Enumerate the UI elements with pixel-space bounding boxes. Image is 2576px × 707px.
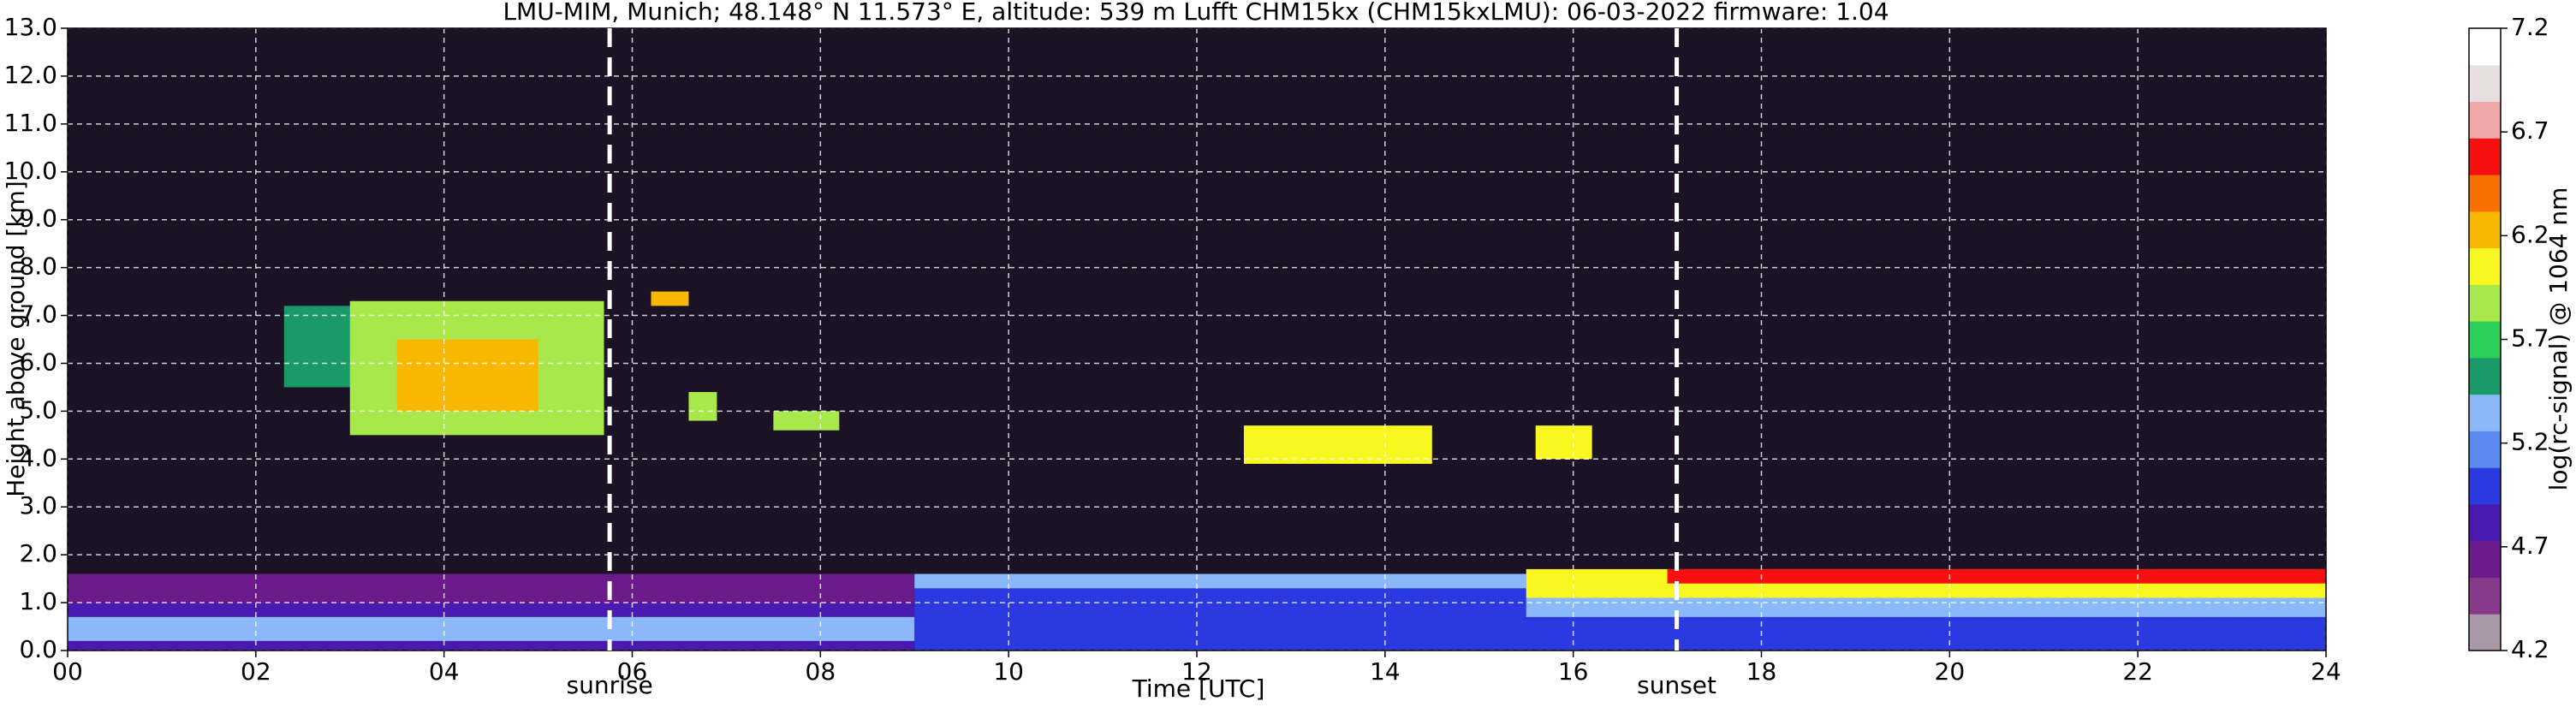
x-tick-label: 20: [1935, 657, 1966, 686]
annotation-label: sunrise: [567, 671, 653, 699]
heatmap-cell: [68, 573, 915, 603]
colorbar-swatch: [2469, 467, 2501, 505]
x-tick-label: 22: [2122, 657, 2153, 686]
heatmap-cell: [396, 339, 538, 412]
colorbar-swatch: [2469, 357, 2501, 395]
x-tick-label: 02: [241, 657, 271, 686]
heatmap-cell: [914, 573, 1526, 589]
colorbar-label: log(rc-signal) @ 1064 nm: [2544, 187, 2573, 491]
y-tick-label: 3.0: [19, 491, 57, 520]
colorbar-tick-label: 6.2: [2511, 220, 2549, 248]
y-tick-label: 0.0: [19, 635, 57, 663]
colorbar-swatch: [2469, 540, 2501, 578]
colorbar-swatch: [2469, 247, 2501, 285]
y-tick-label: 9.0: [19, 205, 57, 233]
colorbar-swatch: [2469, 175, 2501, 212]
x-tick-label: 24: [2311, 657, 2341, 686]
x-tick-label: 04: [429, 657, 460, 686]
x-tick-label: 14: [1370, 657, 1401, 686]
y-axis-label: Height above ground [km]: [2, 181, 30, 497]
y-tick-label: 13.0: [4, 13, 57, 41]
heatmap-cell: [688, 392, 717, 421]
x-axis-label: Time [UTC]: [1132, 674, 1265, 703]
y-tick-label: 5.0: [19, 395, 57, 424]
colorbar-swatch: [2469, 577, 2501, 615]
heatmap-cell: [1243, 425, 1432, 464]
y-tick-label: 10.0: [4, 157, 57, 185]
y-tick-label: 8.0: [19, 253, 57, 281]
x-tick-label: 06: [617, 657, 648, 686]
x-tick-label: 10: [993, 657, 1024, 686]
y-tick-label: 7.0: [19, 300, 57, 329]
colorbar-swatch: [2469, 101, 2501, 139]
y-tick-label: 4.0: [19, 443, 57, 472]
y-tick-label: 12.0: [4, 61, 57, 89]
x-tick-label: 00: [52, 657, 83, 686]
x-tick-label: 08: [806, 657, 836, 686]
heatmap-cell: [651, 291, 689, 306]
y-tick-label: 2.0: [19, 539, 57, 567]
chart-title: LMU-MIM, Munich; 48.148° N 11.573° E, al…: [503, 0, 1889, 26]
colorbar-swatch: [2469, 28, 2501, 66]
colorbar-tick-label: 4.2: [2511, 635, 2549, 663]
colorbar-swatch: [2469, 503, 2501, 542]
colorbar-swatch: [2469, 614, 2501, 651]
annotation-label: sunset: [1637, 671, 1716, 699]
colorbar-tick-label: 5.2: [2511, 428, 2549, 456]
colorbar-tick-label: 6.7: [2511, 116, 2549, 145]
colorbar-swatch: [2469, 321, 2501, 359]
heatmap-cell: [1667, 568, 2326, 584]
colorbar-swatch: [2469, 431, 2501, 468]
colorbar-tick-label: 4.7: [2511, 532, 2549, 560]
colorbar-swatch: [2469, 284, 2501, 322]
plot-frame: [67, 27, 2327, 651]
heatmap-cell: [1535, 425, 1592, 460]
heatmap-cell: [773, 411, 840, 431]
colorbar-tick-label: 7.2: [2511, 13, 2549, 41]
heatmap-cell: [68, 616, 915, 641]
y-tick-label: 1.0: [19, 587, 57, 615]
x-tick-label: 16: [1558, 657, 1589, 686]
x-tick-label: 18: [1746, 657, 1777, 686]
colorbar-tick-label: 5.7: [2511, 324, 2549, 353]
colorbar-swatch: [2469, 138, 2501, 175]
colorbar-swatch: [2469, 64, 2501, 103]
colorbar-swatch: [2469, 394, 2501, 431]
y-tick-label: 6.0: [19, 348, 57, 376]
y-tick-label: 11.0: [4, 109, 57, 137]
x-tick-label: 12: [1181, 657, 1212, 686]
heatmap-cell: [1526, 597, 2326, 617]
colorbar-swatch: [2469, 211, 2501, 249]
